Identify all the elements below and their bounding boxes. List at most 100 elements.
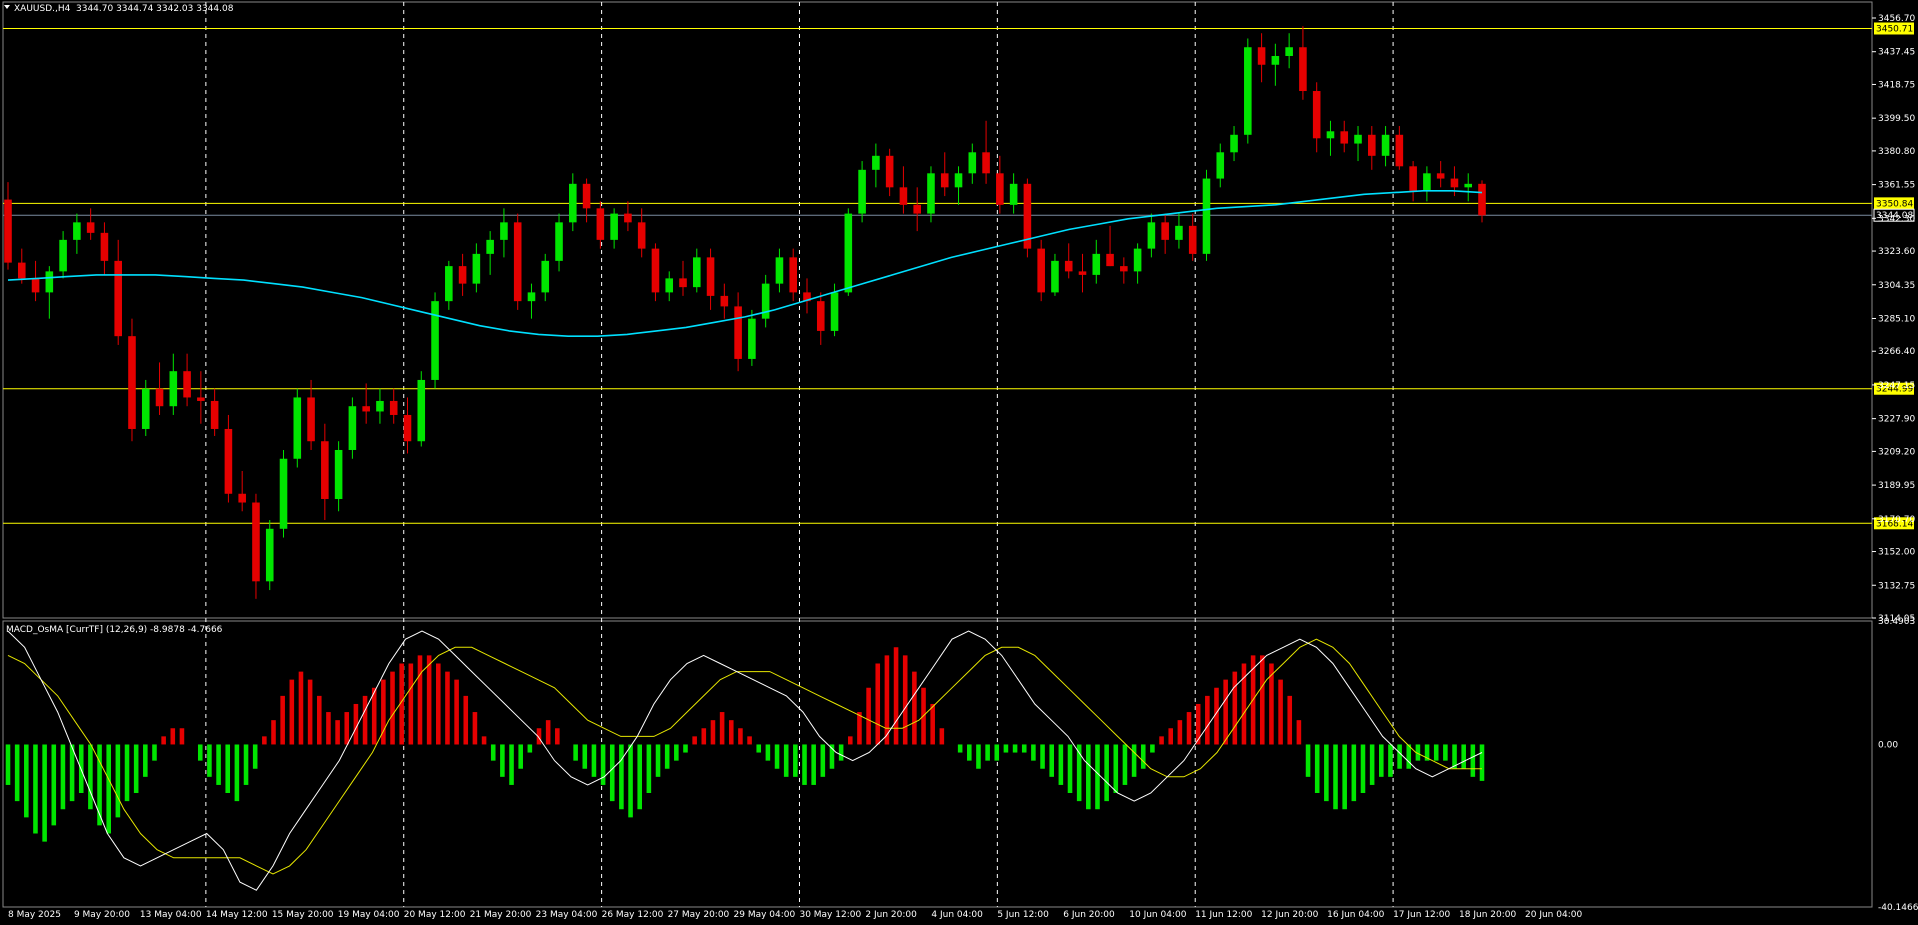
price-tick-label: 3132.75 [1878, 581, 1915, 591]
price-tick-label: 3266.40 [1878, 347, 1915, 357]
candle-body [665, 278, 674, 293]
candle-body [1216, 152, 1225, 179]
candle-body [624, 213, 632, 223]
candle-body [307, 397, 315, 442]
candle-body [1299, 47, 1307, 92]
candle-body [1230, 134, 1238, 153]
candle-body [279, 458, 288, 529]
indicator-pane-border [2, 620, 1873, 908]
candle-body [1354, 134, 1362, 144]
time-tick-label: 18 Jun 20:00 [1459, 910, 1516, 920]
price-tick-label: 3285.10 [1878, 314, 1915, 324]
candle-body [1161, 222, 1169, 240]
candle-body [500, 222, 508, 240]
candle-body [224, 428, 233, 494]
candle-body [389, 400, 398, 415]
candle-body [968, 152, 977, 174]
current-price-badge [1873, 208, 1915, 222]
candle-body [486, 239, 494, 254]
candle-body [1120, 266, 1128, 272]
candle-body [513, 222, 522, 302]
candle-body [100, 232, 109, 261]
candle-body [720, 295, 729, 307]
indicator-tick-label: 0.00 [1878, 740, 1898, 750]
axis-layer: 8 May 2025 9 May 20:00 13 May 04:00 14 May … [8, 14, 1918, 920]
candle-body [1285, 47, 1293, 56]
candle-body [403, 414, 412, 442]
candle-body [761, 283, 770, 319]
candle-body [238, 493, 246, 503]
time-tick-label: 29 May 04:00 [734, 910, 796, 920]
candle-body [59, 239, 67, 272]
candle-body [334, 449, 343, 500]
candle-body [431, 301, 439, 380]
time-tick-label: 17 Jun 12:00 [1393, 910, 1450, 920]
price-tick-label: 3227.90 [1878, 415, 1915, 425]
level-price-badge [1874, 382, 1914, 395]
collapse-triangle-icon[interactable] [4, 5, 10, 9]
indicator-header: MACD_OsMA [CurrTF] (12,26,9) -8.9878 -4.… [6, 625, 223, 635]
candle-body [1037, 248, 1045, 293]
candle-body [789, 257, 798, 293]
candle-body [610, 213, 618, 240]
time-tick-label: 14 May 12:00 [206, 910, 268, 920]
candle-body [541, 260, 550, 293]
price-tick-label: 3189.95 [1878, 481, 1915, 491]
price-tick-label: 3437.45 [1878, 48, 1915, 58]
candle-body [1368, 134, 1376, 156]
level-price-label: 3244.99 [1876, 385, 1913, 395]
candle-body [362, 406, 370, 412]
candle-body [183, 371, 191, 398]
moving-average-layer [7, 190, 1483, 337]
candle-body [1078, 271, 1087, 275]
candle-body [885, 155, 894, 188]
candle-body [1312, 91, 1321, 139]
candle-body [527, 292, 536, 302]
signal-line [7, 638, 1482, 875]
time-tick-label: 6 Jun 20:00 [1063, 910, 1115, 920]
candle-body [596, 208, 605, 240]
candle-body [1436, 173, 1445, 179]
candle-body [803, 292, 811, 302]
candle-body [1202, 178, 1211, 254]
candles-layer [4, 26, 1486, 599]
candle-body [940, 173, 949, 188]
level-price-badge [1874, 22, 1914, 35]
time-tick-label: 16 Jun 04:00 [1327, 910, 1384, 920]
time-tick-label: 19 May 04:00 [338, 910, 400, 920]
candle-body [73, 222, 81, 240]
candle-body [417, 379, 426, 442]
level-price-label: 3350.84 [1876, 199, 1913, 209]
price-tick-label: 3342.30 [1878, 214, 1915, 224]
candle-body [210, 400, 219, 429]
time-tick-label: 20 Jun 04:00 [1525, 910, 1582, 920]
candle-body [996, 173, 1004, 205]
time-tick-label: 20 May 12:00 [404, 910, 466, 920]
time-tick-label: 23 May 04:00 [536, 910, 598, 920]
candle-body [899, 187, 908, 205]
candle-body [582, 183, 591, 209]
candle-body [830, 292, 839, 331]
level-price-label: 3168.14 [1876, 519, 1913, 529]
candle-body [748, 318, 756, 359]
candle-body [197, 397, 205, 401]
candle-body [927, 173, 935, 214]
candle-body [555, 222, 563, 261]
time-tick-label: 13 May 04:00 [140, 910, 202, 920]
time-tick-label: 11 Jun 12:00 [1195, 910, 1252, 920]
time-tick-label: 8 May 2025 [8, 910, 61, 920]
time-tick-label: 12 Jun 20:00 [1261, 910, 1318, 920]
candle-body [734, 306, 742, 359]
time-tick-label: 4 Jun 04:00 [931, 910, 983, 920]
time-tick-label: 27 May 20:00 [668, 910, 730, 920]
candle-body [376, 400, 384, 412]
candle-body [1064, 260, 1073, 272]
candle-body [1395, 134, 1404, 167]
time-tick-label: 30 May 12:00 [799, 910, 861, 920]
candle-body [321, 441, 329, 500]
horizontal-levels: 3450.71 3350.84 3244.99 3168.14 3344.08 [3, 22, 1915, 530]
candle-body [4, 199, 12, 263]
candle-body [114, 260, 122, 337]
